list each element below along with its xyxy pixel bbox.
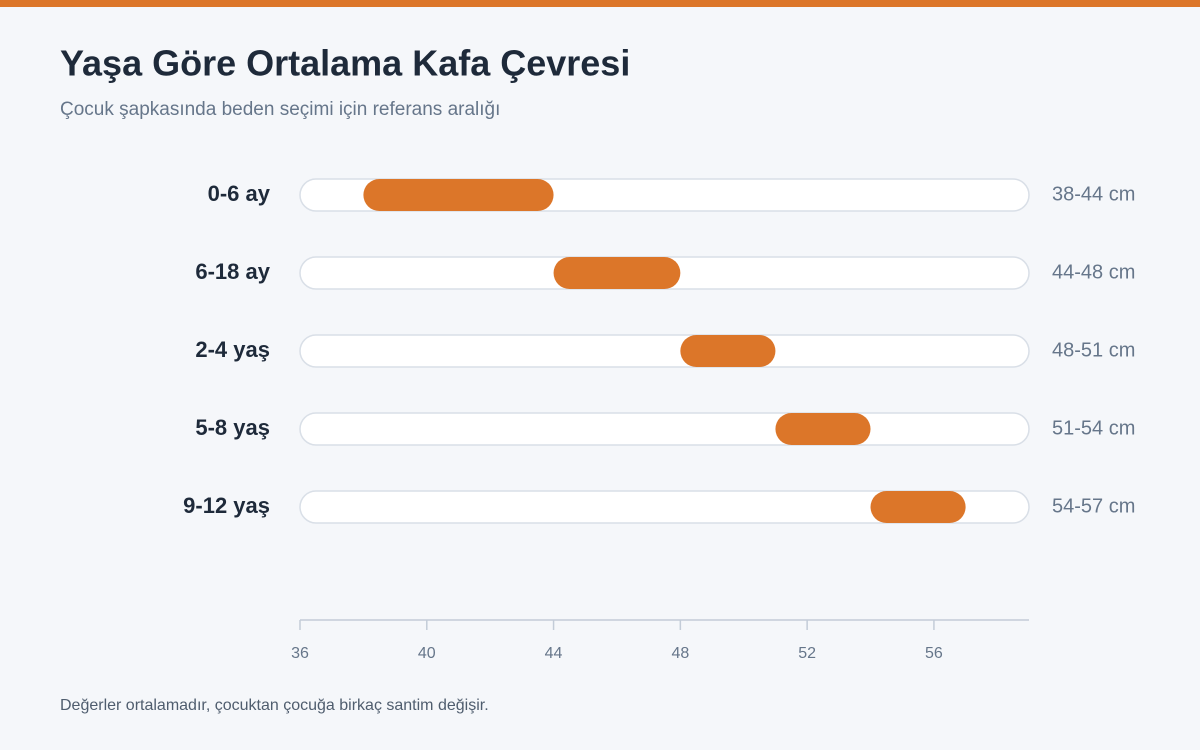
category-label: 6-18 ay <box>195 259 270 284</box>
x-tick-label: 52 <box>798 645 816 662</box>
x-tick-label: 48 <box>671 645 689 662</box>
value-label: 51-54 cm <box>1052 417 1135 439</box>
top-stripe <box>0 0 1200 7</box>
value-label: 38-44 cm <box>1052 183 1135 205</box>
range-bar <box>680 335 776 367</box>
chart-title: Yaşa Göre Ortalama Kafa Çevresi <box>60 43 630 84</box>
category-label: 2-4 yaş <box>195 337 270 362</box>
x-tick-label: 40 <box>418 645 436 662</box>
range-bar <box>553 257 681 289</box>
range-bar <box>775 413 871 445</box>
range-bar <box>363 179 554 211</box>
x-tick-label: 36 <box>291 645 309 662</box>
value-label: 48-51 cm <box>1052 339 1135 361</box>
x-tick-label: 56 <box>925 645 943 662</box>
category-label: 9-12 yaş <box>183 493 270 518</box>
category-label: 0-6 ay <box>208 181 271 206</box>
track <box>299 490 1030 524</box>
track <box>299 412 1030 446</box>
track <box>299 334 1030 368</box>
range-bar <box>870 491 966 523</box>
category-label: 5-8 yaş <box>195 415 270 440</box>
footnote: Değerler ortalamadır, çocuktan çocuğa bi… <box>60 697 489 714</box>
chart-subtitle: Çocuk şapkasında beden seçimi için refer… <box>60 99 500 120</box>
value-label: 54-57 cm <box>1052 495 1135 517</box>
x-tick-label: 44 <box>545 645 563 662</box>
value-label: 44-48 cm <box>1052 261 1135 283</box>
